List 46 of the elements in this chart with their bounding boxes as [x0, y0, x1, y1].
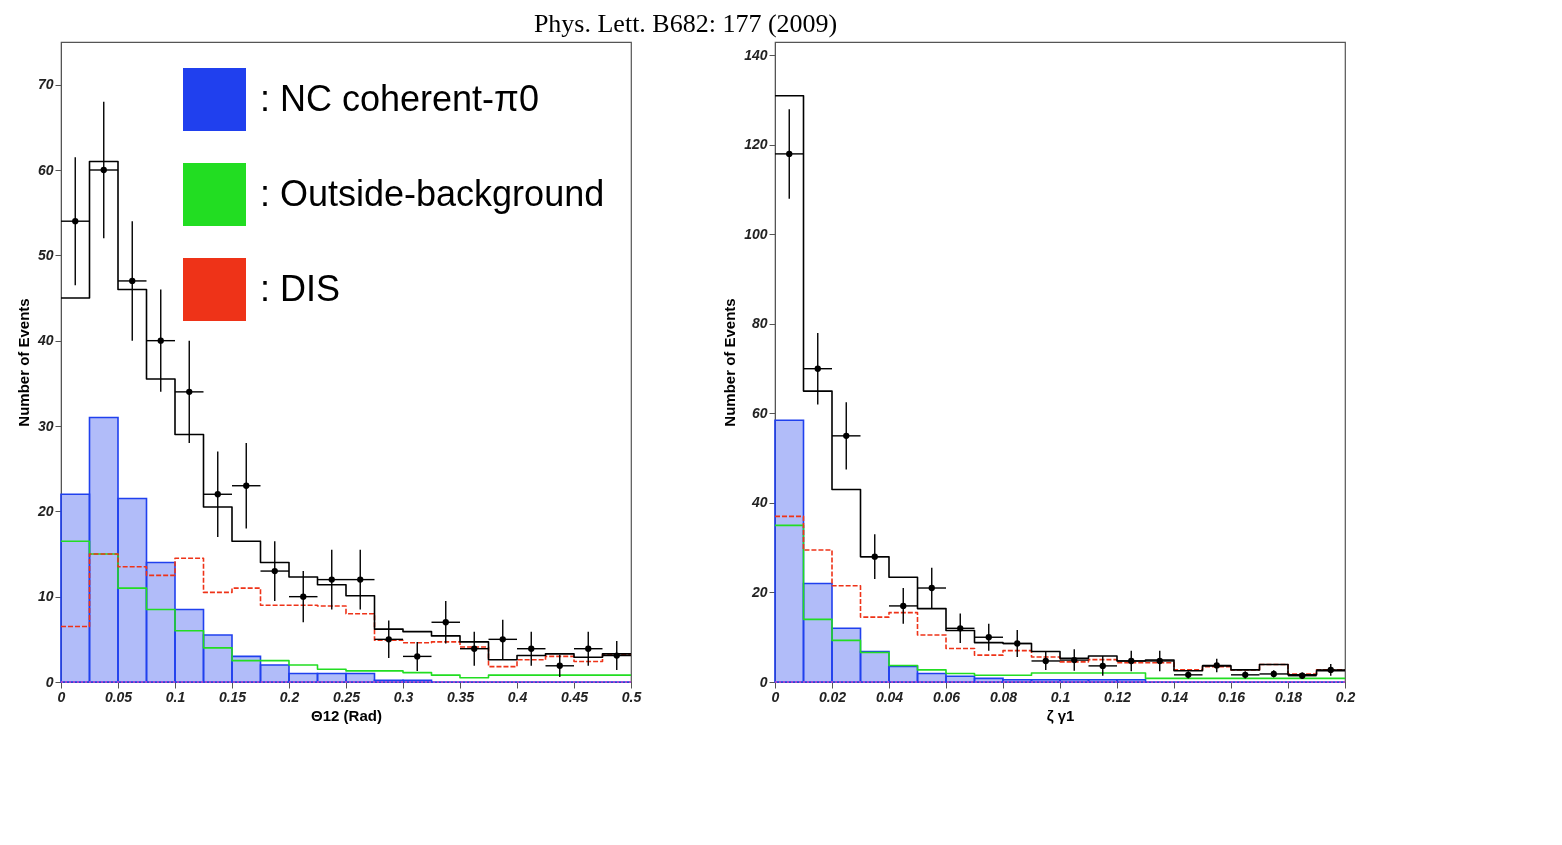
y-tick-label: 50 — [37, 246, 54, 263]
legend-label: : NC coherent-π0 — [260, 77, 539, 119]
x-tick-label: 0.16 — [1217, 688, 1246, 705]
y-axis-title: Number of Events — [14, 298, 32, 427]
x-axis-title: Θ12 (Rad) — [311, 706, 382, 724]
x-tick-label: 0 — [57, 688, 66, 705]
x-tick-label: 0.15 — [218, 688, 247, 705]
x-tick-label: 0.35 — [446, 688, 475, 705]
x-tick-label: 0.3 — [393, 688, 414, 705]
x-tick-label: 0.5 — [621, 688, 642, 705]
y-tick-label: 60 — [37, 161, 54, 178]
x-tick-label: 0.12 — [1103, 688, 1132, 705]
x-tick-label: 0.02 — [818, 688, 847, 705]
y-tick-label: 0 — [45, 673, 54, 690]
legend-label: : Outside-background — [260, 172, 605, 214]
legend-label: : DIS — [260, 267, 341, 309]
x-tick-label: 0.25 — [332, 688, 361, 705]
y-tick-label: 30 — [37, 417, 54, 434]
y-tick-label: 40 — [750, 494, 768, 511]
x-tick-label: 0.2 — [279, 688, 300, 705]
x-tick-label: 0.1 — [1050, 688, 1071, 705]
y-tick-label: 100 — [744, 225, 768, 242]
x-axis-title: ζ γ1 — [1046, 706, 1075, 724]
y-tick-label: 20 — [36, 502, 54, 519]
text: Phys. Lett. B682: 177 (2009) — [533, 9, 838, 39]
y-axis-title: Number of Events — [721, 298, 739, 427]
y-tick-label: 80 — [751, 315, 768, 332]
y-tick-label: 70 — [37, 76, 54, 93]
x-tick-label: 0.04 — [875, 688, 904, 705]
x-tick-label: 0.06 — [932, 688, 961, 705]
y-tick-label: 20 — [750, 583, 768, 600]
y-tick-label: 0 — [759, 673, 768, 690]
y-tick-label: 40 — [36, 332, 54, 349]
x-tick-label: 0.08 — [989, 688, 1018, 705]
y-tick-label: 120 — [744, 136, 768, 153]
x-tick-label: 0.2 — [1335, 688, 1356, 705]
x-tick-label: 0.4 — [507, 688, 528, 705]
y-tick-label: 140 — [744, 46, 768, 63]
x-tick-label: 0 — [771, 688, 780, 705]
x-tick-label: 0.05 — [104, 688, 133, 705]
x-tick-label: 0.45 — [560, 688, 589, 705]
x-tick-label: 0.18 — [1274, 688, 1303, 705]
y-tick-label: 10 — [37, 588, 54, 605]
x-tick-label: 0.1 — [165, 688, 186, 705]
y-tick-label: 60 — [751, 404, 768, 421]
x-tick-label: 0.14 — [1160, 688, 1189, 705]
